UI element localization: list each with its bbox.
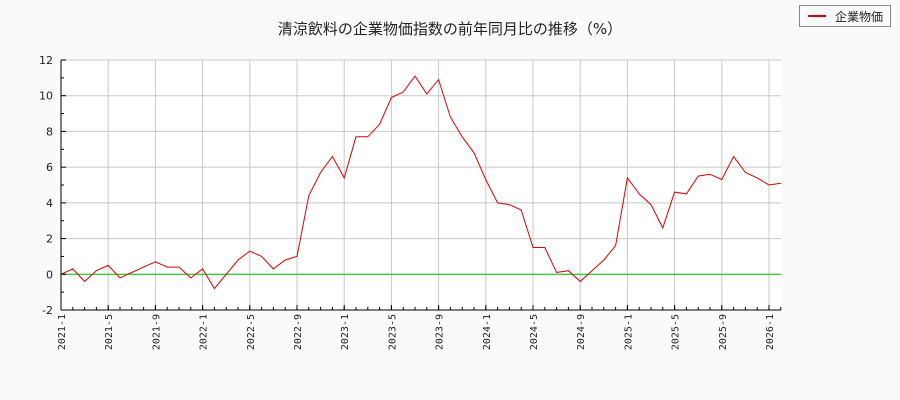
x-tick-label: 2023-1 xyxy=(340,314,351,350)
x-tick-label: 2024-9 xyxy=(576,314,587,350)
y-tick-label: 12 xyxy=(39,54,53,67)
plot-area xyxy=(61,60,781,310)
y-tick-label: 8 xyxy=(46,125,53,138)
x-axis-ticks: 2021-1 2021-5 2021-9 2022-1 2022-5 2022-9 2023… xyxy=(57,305,782,350)
y-tick-label: 0 xyxy=(46,268,53,281)
legend-swatch-icon xyxy=(808,15,826,17)
series-line-企業物価 xyxy=(60,75,781,290)
y-tick-label: 6 xyxy=(46,161,53,174)
y-tick-label: -2 xyxy=(42,304,53,317)
y-tick-label: 4 xyxy=(46,197,53,210)
gridlines xyxy=(60,59,781,311)
x-tick-label: 2022-5 xyxy=(246,314,257,350)
y-tick-label: 10 xyxy=(39,90,53,103)
x-tick-label: 2025-1 xyxy=(623,314,634,350)
x-tick-label: 2024-5 xyxy=(529,314,540,350)
legend-label: 企業物価 xyxy=(835,9,884,24)
x-tick-label: 2021-9 xyxy=(151,314,162,350)
y-tick-label: 2 xyxy=(46,233,53,246)
x-tick-label: 2025-9 xyxy=(718,314,729,350)
x-tick-label: 2022-1 xyxy=(199,314,210,350)
legend: 企業物価 xyxy=(799,5,891,27)
x-tick-label: 2021-5 xyxy=(104,314,115,350)
x-tick-label: 2025-5 xyxy=(671,314,682,350)
x-tick-label: 2023-5 xyxy=(387,314,398,350)
x-tick-label: 2022-9 xyxy=(293,314,304,350)
x-tick-label: 2023-9 xyxy=(435,314,446,350)
x-tick-label: 2021-1 xyxy=(57,314,68,350)
y-axis-ticks: -2 0 2 4 6 8 10 12 xyxy=(39,54,66,317)
chart-title: 清涼飲料の企業物価指数の前年同月比の推移（%） xyxy=(277,20,623,38)
x-tick-label: 2024-1 xyxy=(482,314,493,350)
x-tick-label: 2026-1 xyxy=(765,314,776,350)
